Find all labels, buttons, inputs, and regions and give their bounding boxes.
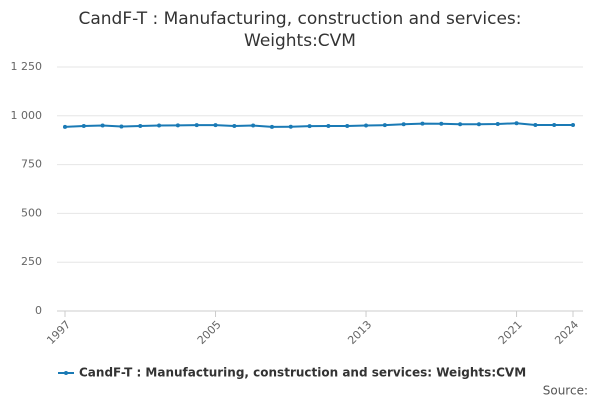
point [364, 123, 369, 128]
chart-title: CandF-T : Manufacturing, construction an… [78, 9, 522, 51]
point [213, 123, 218, 128]
point [476, 122, 481, 127]
x-tick-label: 1997 [44, 318, 73, 347]
point [232, 123, 237, 128]
legend-label: CandF-T : Manufacturing, construction an… [79, 366, 526, 380]
point [269, 124, 274, 129]
point [175, 123, 180, 128]
point [420, 121, 425, 126]
point [401, 122, 406, 127]
y-tick-label: 0 [35, 304, 42, 317]
point [382, 123, 387, 128]
point [345, 123, 350, 128]
point [533, 122, 538, 127]
x-tick-label: 2005 [195, 318, 224, 347]
point [514, 121, 519, 126]
point [81, 123, 86, 128]
y-tick-label: 1 250 [11, 60, 43, 73]
series-line [64, 122, 573, 128]
point [251, 123, 256, 128]
point [288, 124, 293, 129]
point [439, 121, 444, 126]
point [458, 122, 463, 127]
point [119, 124, 124, 129]
x-tick-label: 2024 [552, 318, 581, 347]
point [326, 123, 331, 128]
point [100, 123, 105, 128]
x-tick-label: 2021 [496, 318, 525, 347]
y-tick-label: 500 [21, 206, 42, 219]
point [495, 121, 500, 126]
x-tick-label: 2013 [345, 318, 374, 347]
y-tick-label: 250 [21, 255, 42, 268]
point [138, 123, 143, 128]
point [307, 124, 312, 129]
point [194, 123, 199, 128]
point [552, 122, 557, 127]
source: Source: [543, 384, 588, 398]
point [157, 123, 162, 128]
point [63, 124, 67, 129]
y-tick-label: 1 000 [11, 109, 43, 122]
point [571, 122, 575, 127]
legend-symbol [64, 371, 68, 375]
y-tick-label: 750 [21, 158, 42, 171]
